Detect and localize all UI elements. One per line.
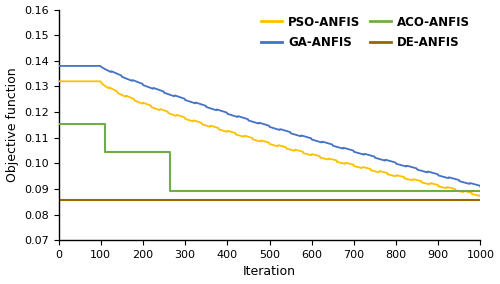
Y-axis label: Objective function: Objective function bbox=[6, 68, 18, 182]
Line: ACO-ANFIS: ACO-ANFIS bbox=[58, 124, 480, 191]
PSO-ANFIS bbox=[478, 193, 484, 197]
ACO-ANFIS bbox=[102, 150, 108, 153]
Line: GA-ANFIS: GA-ANFIS bbox=[58, 66, 480, 187]
PSO-ANFIS bbox=[82, 80, 87, 83]
ACO-ANFIS bbox=[166, 190, 172, 193]
PSO-ANFIS bbox=[141, 101, 147, 105]
DE-ANFIS bbox=[384, 199, 390, 202]
DE-ANFIS bbox=[141, 199, 147, 202]
DE-ANFIS bbox=[82, 199, 87, 202]
DE-ANFIS bbox=[400, 199, 406, 202]
PSO-ANFIS bbox=[477, 194, 483, 198]
X-axis label: Iteration: Iteration bbox=[243, 266, 296, 278]
Legend: PSO-ANFIS, GA-ANFIS, ACO-ANFIS, DE-ANFIS: PSO-ANFIS, GA-ANFIS, ACO-ANFIS, DE-ANFIS bbox=[256, 11, 474, 53]
GA-ANFIS bbox=[400, 164, 406, 167]
ACO-ANFIS bbox=[166, 190, 172, 193]
DE-ANFIS bbox=[428, 199, 434, 202]
Line: PSO-ANFIS: PSO-ANFIS bbox=[58, 81, 480, 196]
ACO-ANFIS bbox=[121, 150, 127, 153]
PSO-ANFIS bbox=[400, 175, 406, 178]
DE-ANFIS bbox=[478, 199, 484, 202]
DE-ANFIS bbox=[56, 199, 62, 202]
PSO-ANFIS bbox=[457, 190, 463, 193]
PSO-ANFIS bbox=[56, 80, 62, 83]
GA-ANFIS bbox=[428, 171, 434, 174]
ACO-ANFIS bbox=[166, 150, 172, 153]
GA-ANFIS bbox=[478, 185, 484, 189]
GA-ANFIS bbox=[457, 179, 463, 183]
GA-ANFIS bbox=[56, 64, 62, 68]
ACO-ANFIS bbox=[478, 190, 484, 193]
ACO-ANFIS bbox=[121, 150, 127, 153]
ACO-ANFIS bbox=[121, 150, 127, 153]
GA-ANFIS bbox=[82, 64, 87, 68]
GA-ANFIS bbox=[384, 158, 390, 162]
ACO-ANFIS bbox=[121, 150, 127, 153]
GA-ANFIS bbox=[141, 84, 147, 87]
ACO-ANFIS bbox=[102, 122, 108, 125]
ACO-ANFIS bbox=[102, 150, 108, 153]
PSO-ANFIS bbox=[428, 182, 434, 185]
ACO-ANFIS bbox=[102, 122, 108, 125]
ACO-ANFIS bbox=[56, 122, 62, 125]
DE-ANFIS bbox=[457, 199, 463, 202]
ACO-ANFIS bbox=[166, 150, 172, 153]
PSO-ANFIS bbox=[384, 171, 390, 175]
